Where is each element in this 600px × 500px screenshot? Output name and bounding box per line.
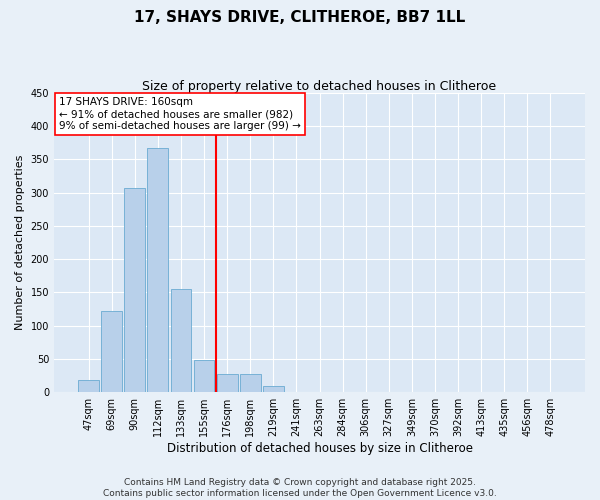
Text: Contains HM Land Registry data © Crown copyright and database right 2025.
Contai: Contains HM Land Registry data © Crown c…: [103, 478, 497, 498]
Bar: [170, 289, 191, 392]
Bar: [217, 374, 238, 392]
Text: 17, SHAYS DRIVE, CLITHEROE, BB7 1LL: 17, SHAYS DRIVE, CLITHEROE, BB7 1LL: [134, 10, 466, 25]
Text: 17 SHAYS DRIVE: 160sqm
← 91% of detached houses are smaller (982)
9% of semi-det: 17 SHAYS DRIVE: 160sqm ← 91% of detached…: [59, 98, 301, 130]
Bar: [101, 311, 122, 392]
Bar: [148, 148, 168, 392]
Bar: [78, 380, 99, 392]
X-axis label: Distribution of detached houses by size in Clitheroe: Distribution of detached houses by size …: [167, 442, 473, 455]
Y-axis label: Number of detached properties: Number of detached properties: [15, 155, 25, 330]
Bar: [124, 188, 145, 392]
Title: Size of property relative to detached houses in Clitheroe: Size of property relative to detached ho…: [142, 80, 497, 93]
Bar: [194, 360, 214, 392]
Bar: [263, 386, 284, 392]
Bar: [240, 374, 260, 392]
